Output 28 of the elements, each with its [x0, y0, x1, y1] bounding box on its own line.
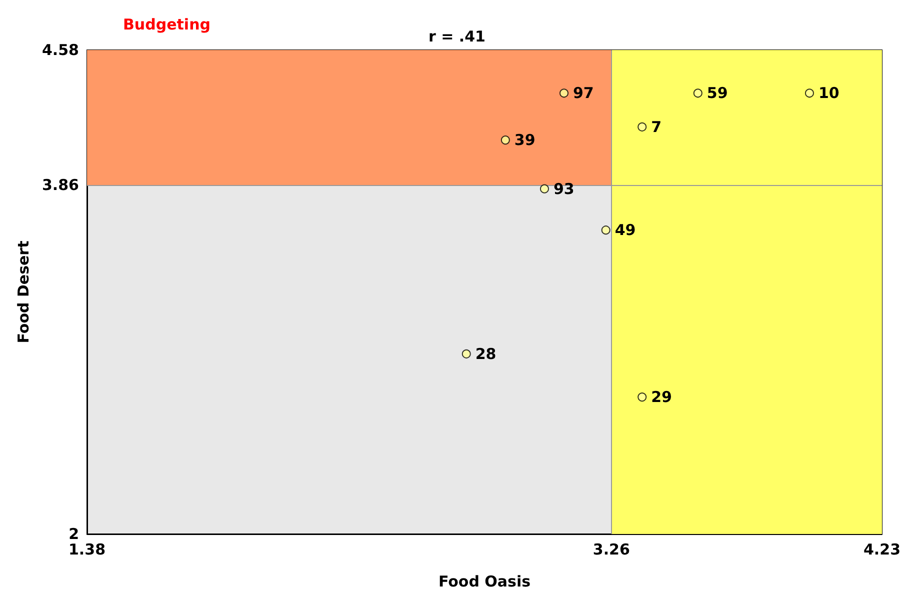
y-axis-title: Food Desert — [14, 240, 33, 344]
point — [638, 122, 647, 132]
annotation: 10 — [818, 84, 840, 102]
annotation: 29 — [651, 388, 672, 406]
point — [601, 226, 610, 235]
y-tick-label: 3.86 — [42, 176, 79, 194]
annotation: 59 — [706, 84, 728, 102]
x-tick-label: 1.38 — [68, 540, 106, 558]
point — [638, 392, 647, 402]
annotation: 97 — [573, 84, 594, 102]
point — [540, 184, 549, 194]
annotation: 28 — [475, 344, 496, 363]
x-axis-title: Food Oasis — [438, 572, 531, 590]
x-tick-label: 4.23 — [863, 540, 901, 558]
point — [560, 88, 568, 98]
y-tick-label: 2 — [68, 525, 79, 543]
point — [500, 136, 510, 145]
annotation: 7 — [651, 118, 662, 136]
chart-title: Budgeting — [123, 16, 210, 34]
y-tick-label: 4.58 — [42, 41, 79, 59]
annotation: 39 — [514, 131, 536, 150]
point — [693, 88, 702, 98]
point — [462, 349, 471, 358]
annotation: 93 — [553, 180, 574, 198]
x-tick-label: 3.26 — [592, 540, 630, 558]
chart-subtitle: r = .41 — [428, 28, 486, 46]
annotation: 49 — [614, 221, 636, 240]
point — [804, 88, 814, 98]
